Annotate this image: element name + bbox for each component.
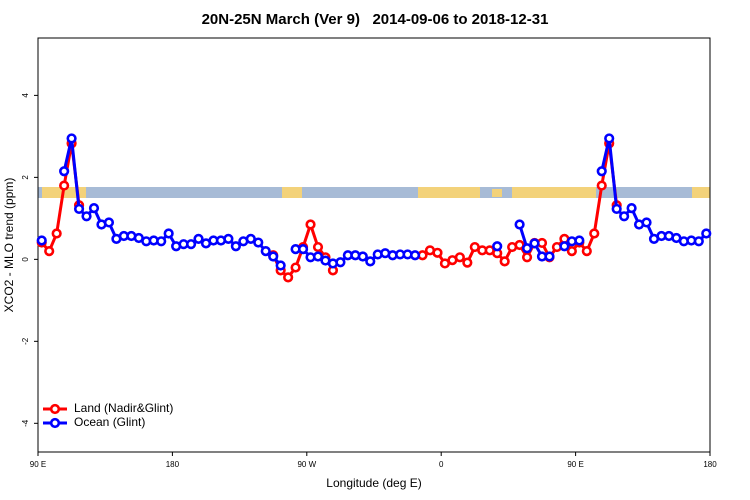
x-tick-label: 90 W bbox=[297, 460, 316, 469]
data-point bbox=[492, 241, 503, 252]
y-axis-label: XCO2 - MLO trend (ppm) bbox=[2, 178, 16, 313]
data-point bbox=[312, 241, 324, 253]
data-point bbox=[641, 217, 652, 228]
data-point bbox=[514, 219, 525, 230]
data-point bbox=[36, 235, 47, 246]
x-tick-label: 180 bbox=[166, 460, 180, 469]
data-point bbox=[305, 219, 316, 230]
data-point bbox=[544, 251, 555, 262]
data-point bbox=[103, 217, 115, 228]
data-point bbox=[365, 256, 376, 267]
data-point bbox=[73, 203, 85, 215]
data-point bbox=[290, 262, 301, 273]
data-point bbox=[604, 133, 615, 144]
x-tick-label: 0 bbox=[439, 460, 444, 469]
data-point bbox=[559, 241, 570, 252]
data-point bbox=[454, 252, 465, 263]
legend-label: Ocean (Glint) bbox=[74, 415, 145, 429]
data-point bbox=[66, 133, 77, 144]
data-point bbox=[462, 257, 473, 268]
data-point bbox=[701, 228, 712, 239]
data-point bbox=[596, 180, 607, 191]
y-tick-label: 4 bbox=[21, 93, 30, 98]
data-point bbox=[335, 257, 346, 268]
map-strip bbox=[38, 187, 710, 198]
data-point bbox=[275, 260, 286, 271]
plot-frame bbox=[37, 37, 711, 453]
data-point bbox=[357, 251, 368, 262]
data-point bbox=[268, 251, 279, 262]
data-point bbox=[521, 243, 533, 254]
y-tick-label: -4 bbox=[21, 419, 30, 427]
y-tick-label: 2 bbox=[21, 175, 30, 180]
data-point bbox=[626, 203, 637, 214]
data-point bbox=[581, 246, 592, 257]
data-point bbox=[223, 233, 234, 244]
legend-label: Land (Nadir&Glint) bbox=[74, 401, 173, 415]
data-point bbox=[297, 243, 309, 255]
x-tick-label: 180 bbox=[703, 460, 717, 469]
x-tick-label: 90 E bbox=[567, 460, 583, 469]
legend-marker bbox=[49, 403, 61, 415]
legend-marker bbox=[49, 417, 61, 429]
data-point bbox=[611, 203, 622, 215]
data-point bbox=[260, 246, 271, 257]
data-point bbox=[44, 246, 55, 257]
data-point bbox=[156, 236, 167, 247]
data-point bbox=[596, 166, 607, 177]
chart-title: 20N-25N March (Ver 9) 2014-09-06 to 2018… bbox=[202, 11, 549, 28]
data-point bbox=[566, 246, 577, 257]
data-point bbox=[619, 211, 630, 222]
data-point bbox=[432, 247, 443, 258]
data-point bbox=[499, 256, 510, 267]
data-point bbox=[693, 236, 704, 247]
data-point bbox=[59, 166, 70, 177]
data-point bbox=[51, 228, 62, 239]
data-point bbox=[253, 237, 264, 248]
data-point bbox=[312, 251, 324, 262]
data-point bbox=[59, 180, 70, 191]
x-tick-label: 90 E bbox=[30, 460, 46, 469]
x-axis-label: Longitude (deg E) bbox=[326, 476, 421, 490]
data-point bbox=[193, 233, 204, 244]
data-point bbox=[283, 272, 294, 283]
data-point bbox=[574, 235, 585, 246]
data-point bbox=[163, 228, 174, 239]
y-tick-label: -2 bbox=[21, 337, 30, 345]
series-line bbox=[62, 136, 708, 267]
data-point bbox=[88, 203, 100, 214]
y-tick-label: 0 bbox=[21, 257, 30, 262]
data-point bbox=[185, 239, 197, 250]
data-point bbox=[589, 228, 600, 239]
data-point bbox=[81, 211, 92, 222]
data-point bbox=[529, 238, 540, 249]
data-point bbox=[245, 233, 256, 244]
data-point bbox=[230, 241, 241, 252]
data-point bbox=[521, 252, 533, 263]
data-point bbox=[409, 250, 421, 261]
